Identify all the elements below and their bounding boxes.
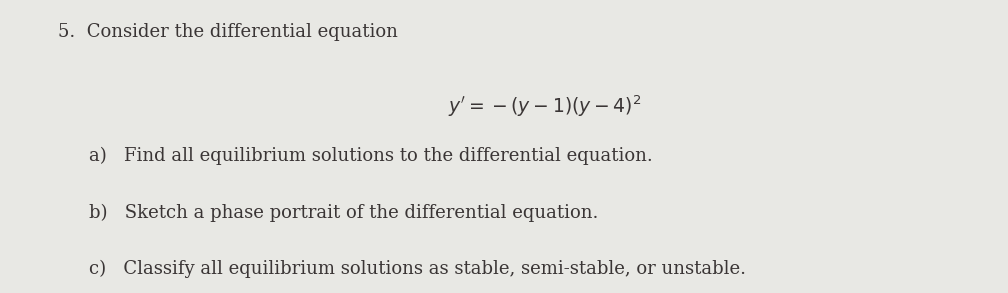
Text: $y' = -(y-1)(y-4)^2$: $y' = -(y-1)(y-4)^2$ — [448, 94, 641, 119]
Text: b)   Sketch a phase portrait of the differential equation.: b) Sketch a phase portrait of the differ… — [89, 204, 598, 222]
Text: c)   Classify all equilibrium solutions as stable, semi-stable, or unstable.: c) Classify all equilibrium solutions as… — [89, 259, 746, 277]
Text: a)   Find all equilibrium solutions to the differential equation.: a) Find all equilibrium solutions to the… — [89, 146, 652, 165]
Text: 5.  Consider the differential equation: 5. Consider the differential equation — [58, 23, 398, 41]
